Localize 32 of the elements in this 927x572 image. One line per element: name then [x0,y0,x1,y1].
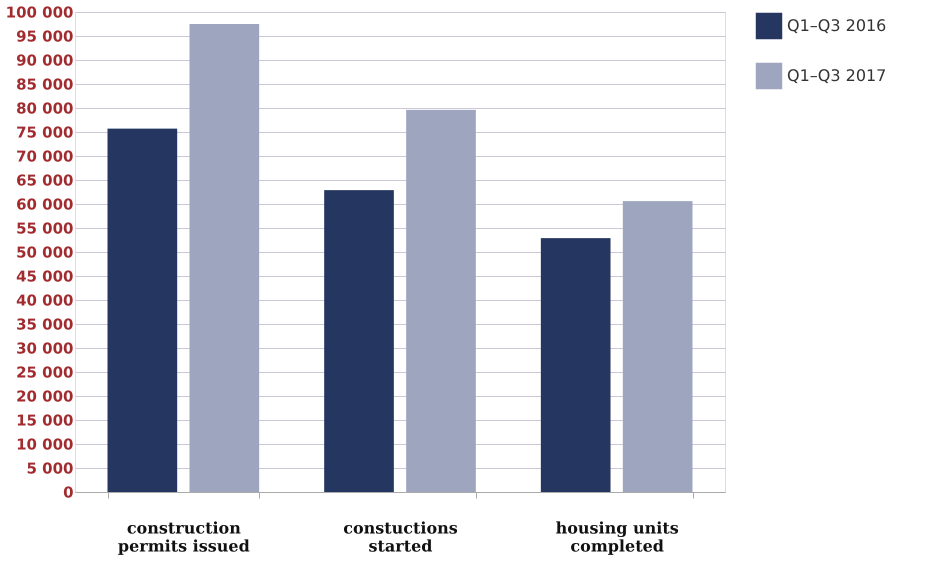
y-tick-label: 50 000 [16,244,74,262]
bar [324,190,394,492]
y-tick-label: 40 000 [16,292,74,310]
y-tick-label: 60 000 [16,196,74,214]
y-tick-label: 90 000 [16,52,74,70]
y-tick-label: 15 000 [16,412,74,430]
y-tick-label: 85 000 [16,76,74,94]
bar [406,110,476,492]
x-tick-label: construction permits issued [118,518,250,556]
y-tick-label: 10 000 [16,436,74,454]
y-tick-label: 95 000 [16,28,74,46]
bar [622,201,692,492]
legend-label: Q1–Q3 2017 [787,66,886,85]
y-tick-label: 100 000 [6,4,74,22]
y-tick-label: 80 000 [16,100,74,118]
y-tick-label: 65 000 [16,172,74,190]
y-tick-label: 5 000 [26,460,74,478]
legend-label: Q1–Q3 2016 [787,16,886,35]
y-tick-label: 45 000 [16,268,74,286]
bar [108,128,178,492]
y-tick-label: 75 000 [16,124,74,142]
x-tick-label: constuctions started [343,518,458,556]
x-tick-label: housing units completed [556,518,679,556]
y-tick-label: 70 000 [16,148,74,166]
y-tick-label: 20 000 [16,388,74,406]
y-tick-label: 55 000 [16,220,74,238]
bar [540,238,611,492]
y-tick-label: 0 [63,484,74,502]
bar [189,24,260,492]
y-tick-label: 25 000 [16,364,74,382]
y-tick-label: 35 000 [16,316,74,334]
y-tick-label: 30 000 [16,340,74,358]
